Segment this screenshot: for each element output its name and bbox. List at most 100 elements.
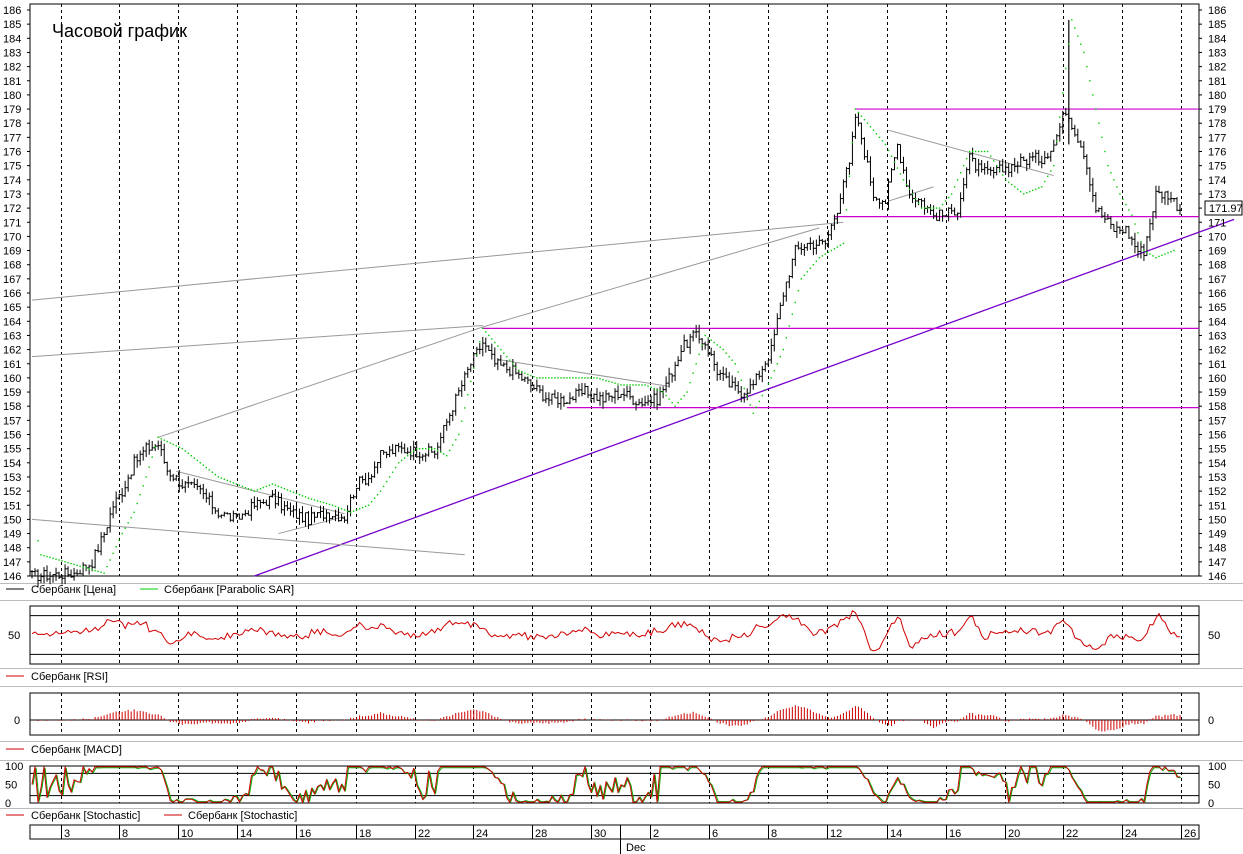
sar-dot (569, 377, 571, 379)
sar-dot (1056, 140, 1058, 143)
sar-dot (782, 348, 785, 351)
sar-dot (1164, 253, 1166, 255)
sar-dot (1146, 251, 1148, 254)
price-ytick-left: 170 (3, 231, 21, 243)
sar-dot (524, 372, 526, 374)
day-label-0: 3 (64, 828, 70, 840)
sar-dot (785, 337, 788, 339)
price-ytick-right: 162 (1208, 345, 1226, 357)
stoch-ytick-right: 100 (1208, 761, 1226, 773)
day-label-19: 26 (1184, 828, 1196, 840)
panel-frame-2 (29, 692, 1200, 736)
sar-dot (1044, 180, 1046, 183)
sar-dot (280, 486, 283, 489)
sar-dot (259, 488, 262, 490)
sar-dot (199, 462, 201, 464)
sar-dot (470, 380, 472, 383)
channel-line-7 (176, 470, 345, 515)
sar-dot (890, 155, 893, 157)
day-label-7: 24 (476, 828, 488, 840)
sar-dot (187, 452, 189, 455)
sar-dot (647, 385, 649, 387)
sar-dot (205, 466, 208, 469)
sar-dot (626, 384, 628, 386)
sar-dot (521, 371, 523, 373)
sar-dot (1071, 19, 1073, 21)
sar-dot (301, 495, 304, 497)
legend-price: Сбербанк [Цена] (31, 584, 116, 596)
sar-dot (440, 451, 442, 453)
price-ytick-left: 178 (3, 118, 21, 130)
price-ytick-left: 169 (3, 246, 21, 258)
sar-dot (85, 567, 87, 569)
sar-dot (605, 379, 607, 382)
sar-dot (857, 111, 860, 114)
rsi-legend: Сбербанк [RSI] (6, 671, 108, 683)
sar-dot (1134, 223, 1136, 225)
price-candles (30, 19, 1182, 588)
sar-dot (545, 377, 547, 379)
sar-dot (437, 449, 439, 452)
sar-dot (232, 482, 235, 484)
sar-dot (575, 377, 577, 379)
sar-dot (800, 278, 803, 280)
sar-dot (944, 200, 947, 202)
sar-dot (403, 457, 406, 459)
sar-dot (581, 377, 583, 379)
sar-dot (148, 466, 150, 468)
channel-line-9 (888, 129, 1054, 177)
sar-dot (379, 490, 382, 492)
sar-dot (319, 501, 322, 503)
sar-dot (761, 394, 763, 397)
price-ytick-right: 171 (1208, 217, 1226, 229)
price-ytick-left: 175 (3, 161, 21, 173)
stoch-ytick-right: 50 (1208, 780, 1220, 792)
sar-dot (172, 443, 174, 446)
sar-dot (767, 383, 769, 385)
sar-dot (1026, 192, 1028, 194)
sar-dot (1140, 241, 1142, 243)
sar-dot (731, 359, 733, 361)
sar-dot (400, 459, 403, 462)
sar-dot (112, 552, 114, 555)
sar-dot (121, 532, 123, 535)
price-ytick-right: 181 (1208, 76, 1226, 88)
day-label-11: 6 (712, 828, 718, 840)
price-ytick-left: 161 (3, 359, 21, 371)
day-label-10: 2 (653, 828, 659, 840)
sar-dot (869, 126, 872, 128)
sar-dot (220, 477, 223, 479)
sar-dot (818, 256, 821, 259)
price-ytick-left: 163 (3, 330, 21, 342)
sar-dot (151, 456, 153, 458)
sar-dot (953, 186, 956, 188)
day-label-16: 20 (1008, 828, 1020, 840)
sar-dot (361, 506, 364, 509)
sar-dot (968, 150, 971, 153)
price-ytick-right: 156 (1208, 430, 1226, 442)
sar-dot (983, 150, 986, 153)
sar-dot (728, 355, 730, 358)
sar-dot (614, 382, 616, 384)
sar-dot (680, 398, 682, 400)
price-ytick-right: 155 (1208, 444, 1226, 456)
sar-dot (926, 207, 929, 209)
sar-dot (58, 559, 60, 561)
sar-dot (355, 509, 358, 511)
channel-line-10 (888, 186, 934, 202)
sar-dot (794, 301, 797, 304)
sar-dot (1155, 256, 1157, 259)
sar-dot (593, 377, 595, 379)
sar-dot (133, 511, 135, 514)
sar-dot (238, 484, 241, 486)
sar-dot (1158, 255, 1160, 258)
sar-dot (307, 497, 310, 499)
sar-dot (385, 480, 388, 483)
sar-dot (653, 387, 655, 390)
sar-dot (1014, 186, 1016, 188)
price-ytick-left: 151 (3, 500, 21, 512)
sar-dot (340, 508, 343, 510)
sar-dot (91, 568, 93, 571)
price-ytick-right: 178 (1208, 118, 1226, 130)
sar-dot (773, 370, 775, 372)
